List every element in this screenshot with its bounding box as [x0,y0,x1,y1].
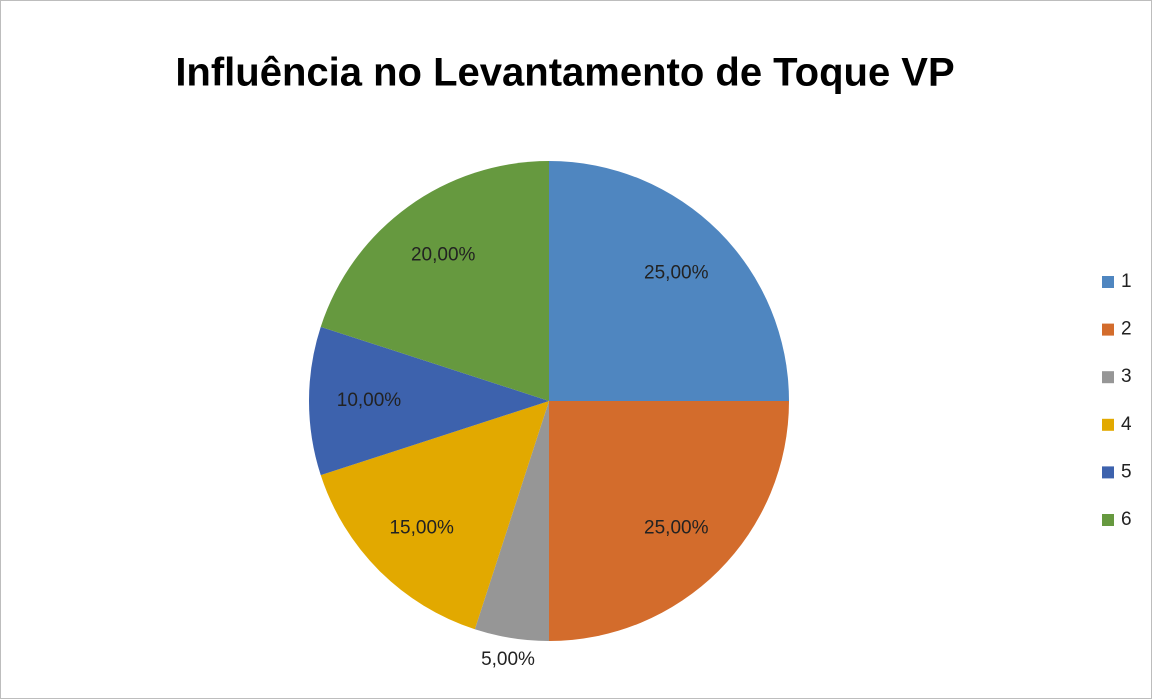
legend-swatch [1102,418,1114,431]
legend-swatch [1102,514,1114,526]
data-label: 20,00% [411,244,476,265]
legend-swatch [1102,276,1114,288]
data-label: 25,00% [644,263,709,284]
pie-slice [320,401,549,630]
legend-swatch [1102,371,1114,384]
legend-label: 5 [1121,461,1132,482]
legend-label: 6 [1121,509,1132,530]
pie-slice [549,401,789,641]
chart-title: Influência no Levantamento de Toque VP [175,51,954,95]
data-label: 5,00% [481,649,535,670]
pie-slice [320,161,549,401]
data-label: 15,00% [389,517,454,538]
legend-label: 2 [1121,319,1132,340]
legend-label: 3 [1121,366,1132,387]
data-label: 25,00% [644,517,709,538]
legend-label: 4 [1121,414,1132,435]
legend-swatch [1102,323,1114,336]
data-label: 10,00% [337,390,402,411]
pie-slice [549,161,789,401]
legend-swatch [1102,466,1114,479]
pie-slice [474,401,549,641]
legend-label: 1 [1121,271,1132,292]
pie-slice [308,326,549,476]
